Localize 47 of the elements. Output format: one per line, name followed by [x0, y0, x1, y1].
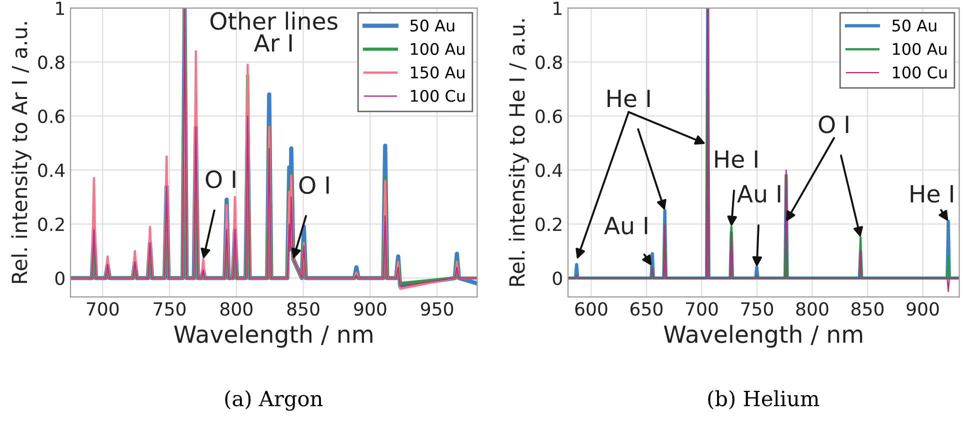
- annotation: Au I: [737, 185, 780, 203]
- y-axis-title: Rel. intensity to Ar I / a.u.: [11, 22, 32, 283]
- x-tick-label: 800: [796, 302, 828, 316]
- x-tick-label: 650: [630, 302, 663, 316]
- x-tick-label: 850: [852, 302, 884, 316]
- annotation: Other lines Ar I: [210, 12, 338, 52]
- x-tick-label: 900: [906, 302, 939, 316]
- text: (a) Argon: [225, 390, 323, 411]
- y-tick-label: 1: [56, 2, 64, 15]
- x-axis-title: Wavelength / nm: [664, 324, 862, 348]
- legend-label: 100 Au: [892, 42, 946, 56]
- y-tick-label: 0: [55, 272, 64, 286]
- y-tick-label: 0.6: [38, 110, 65, 124]
- y-tick-label: 0.6: [536, 110, 562, 124]
- legend-label: 50 Au: [410, 20, 454, 32]
- x-tick-label: 950: [420, 302, 454, 316]
- x-tick-label: 750: [741, 302, 774, 316]
- annotation: O I: [818, 115, 848, 134]
- y-axis-title: Rel. intensity to He I / a.u.: [508, 19, 529, 286]
- legend-label: 50 Au: [892, 20, 936, 32]
- x-tick-label: 850: [287, 302, 320, 316]
- annotation: He I: [608, 90, 650, 108]
- x-tick-label: 700: [686, 302, 718, 316]
- x-tick-label: 750: [154, 302, 186, 316]
- y-tick-label: 1: [554, 2, 562, 15]
- text: (b) Helium: [708, 390, 820, 410]
- x-tick-label: 800: [220, 302, 252, 316]
- x-tick-label: 900: [354, 302, 386, 316]
- y-tick-label: 0.2: [38, 218, 64, 232]
- y-tick-label: 0.2: [536, 218, 562, 232]
- annotation: O I: [206, 170, 236, 188]
- annotation: O I: [299, 176, 329, 194]
- legend-label: 100 Cu: [410, 90, 465, 102]
- legend-label: 100 Cu: [892, 66, 947, 78]
- x-tick-label: 700: [86, 302, 119, 316]
- y-tick-label: 0.8: [38, 56, 64, 70]
- legend-label: 150 Au: [410, 66, 464, 78]
- y-tick-label: 0.8: [536, 56, 562, 70]
- y-tick-label: 0.4: [536, 164, 562, 178]
- annotation: He I: [715, 150, 758, 168]
- y-tick-label: 0: [552, 272, 562, 286]
- x-axis-title: Wavelength / nm: [174, 324, 372, 348]
- legend-label: 100 Au: [410, 42, 464, 56]
- x-tick-label: 600: [575, 302, 608, 316]
- annotation: He I: [910, 185, 953, 203]
- annotation: Au I: [604, 216, 648, 234]
- y-tick-label: 0.4: [38, 164, 65, 178]
